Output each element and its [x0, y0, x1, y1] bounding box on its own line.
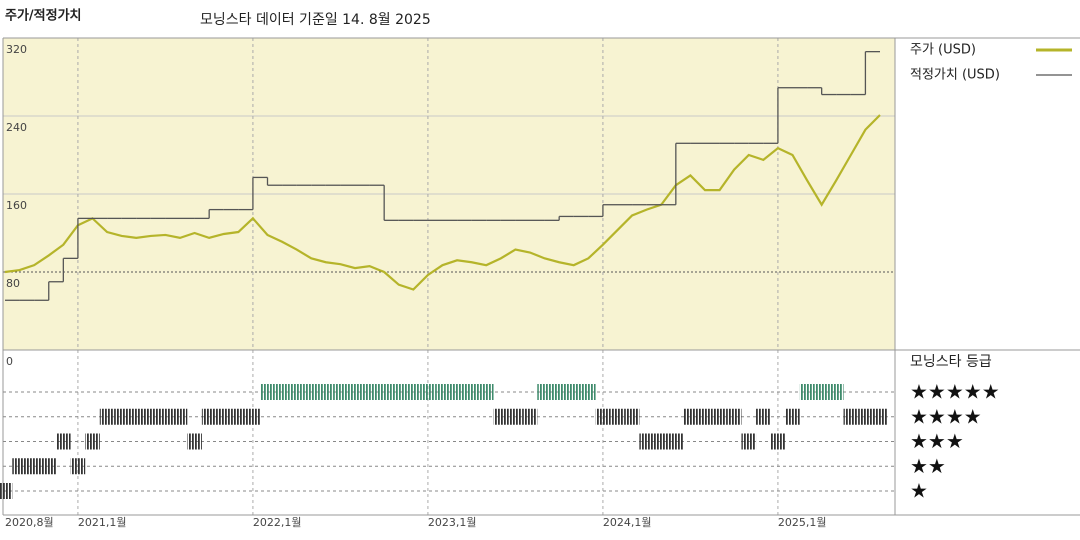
y-tick-label: 320 — [6, 43, 27, 56]
rating-bar — [172, 408, 188, 425]
rating-bar — [478, 384, 494, 400]
x-tick-label: 2024,1월 — [603, 516, 652, 529]
rating-bar — [158, 408, 173, 425]
rating-bar — [551, 384, 567, 400]
rating-bar — [128, 408, 144, 425]
rating-bar — [770, 433, 786, 450]
rating-bar — [245, 408, 261, 425]
rating-bar — [201, 408, 217, 425]
rating-bar — [726, 408, 742, 425]
rating-bar — [449, 384, 465, 400]
rating-bar — [843, 408, 859, 425]
chart-title: 주가/적정가치 — [5, 8, 82, 24]
rating-bar — [85, 433, 100, 450]
legend-label: 적정가치 (USD) — [910, 68, 1000, 83]
rating-bar — [347, 384, 363, 400]
rating-bar — [318, 384, 334, 400]
rating-bar — [70, 458, 86, 475]
rating-bar — [435, 384, 450, 400]
x-tick-label: 2025,1월 — [778, 516, 827, 529]
x-tick-label: 2020,8월 — [5, 516, 54, 529]
rating-bar — [522, 408, 538, 425]
rating-bar — [333, 384, 348, 400]
rating-bar — [639, 433, 654, 450]
rating-bar — [12, 458, 27, 475]
star-label: ★★★★ — [910, 404, 982, 428]
rating-bar — [595, 408, 611, 425]
star-label: ★★★ — [910, 429, 964, 453]
rating-bar — [799, 384, 815, 400]
y-tick-label: 240 — [6, 121, 27, 134]
rating-bar — [712, 408, 727, 425]
rating-bar — [741, 433, 757, 450]
rating-bar — [566, 384, 582, 400]
rating-bar — [187, 433, 202, 450]
rating-bar — [26, 458, 42, 475]
rating-bar — [231, 408, 246, 425]
rating-bar — [668, 433, 684, 450]
rating-bar — [872, 408, 888, 425]
rating-bar — [464, 384, 479, 400]
star-label: ★★★★★ — [910, 380, 1000, 404]
rating-bar — [814, 384, 829, 400]
rating-bar — [216, 408, 232, 425]
rating-bar — [41, 458, 57, 475]
rating-bar — [420, 384, 436, 400]
rating-bar — [0, 483, 13, 499]
rating-bar — [756, 408, 771, 425]
star-label: ★★ — [910, 454, 946, 478]
price-line — [4, 114, 881, 291]
x-tick-label: 2021,1월 — [78, 516, 127, 529]
rating-bar — [143, 408, 159, 425]
rating-bar — [785, 408, 800, 425]
rating-bar — [260, 384, 275, 400]
rating-bar — [858, 408, 873, 425]
rating-bar — [114, 408, 129, 425]
chart-subtitle: 모닝스타 데이터 기준일 14. 8월 2025 — [200, 12, 431, 28]
rating-bar — [376, 384, 392, 400]
legend-label: 주가 (USD) — [910, 43, 976, 58]
rating-bar — [56, 433, 71, 450]
rating-bar — [406, 384, 421, 400]
y-tick-label: 0 — [6, 355, 13, 368]
rating-bar — [537, 384, 552, 400]
rating-bar — [362, 384, 377, 400]
x-tick-label: 2023,1월 — [428, 516, 477, 529]
rating-bar — [683, 408, 698, 425]
rating-bar — [624, 408, 640, 425]
rating-bar — [697, 408, 713, 425]
y-tick-label: 160 — [6, 199, 27, 212]
rating-bar — [828, 384, 844, 400]
rating-bar — [274, 384, 290, 400]
x-tick-label: 2022,1월 — [253, 516, 302, 529]
rating-bar — [653, 433, 669, 450]
rating-title: 모닝스타 등급 — [910, 354, 992, 370]
y-tick-label: 80 — [6, 277, 20, 290]
rating-bar — [391, 384, 407, 400]
rating-bar — [303, 384, 319, 400]
rating-bar — [581, 384, 596, 400]
star-label: ★ — [910, 479, 928, 503]
rating-bar — [508, 408, 523, 425]
rating-bar — [289, 384, 304, 400]
rating-bar — [99, 408, 115, 425]
rating-bar — [493, 408, 509, 425]
rating-bar — [610, 408, 625, 425]
